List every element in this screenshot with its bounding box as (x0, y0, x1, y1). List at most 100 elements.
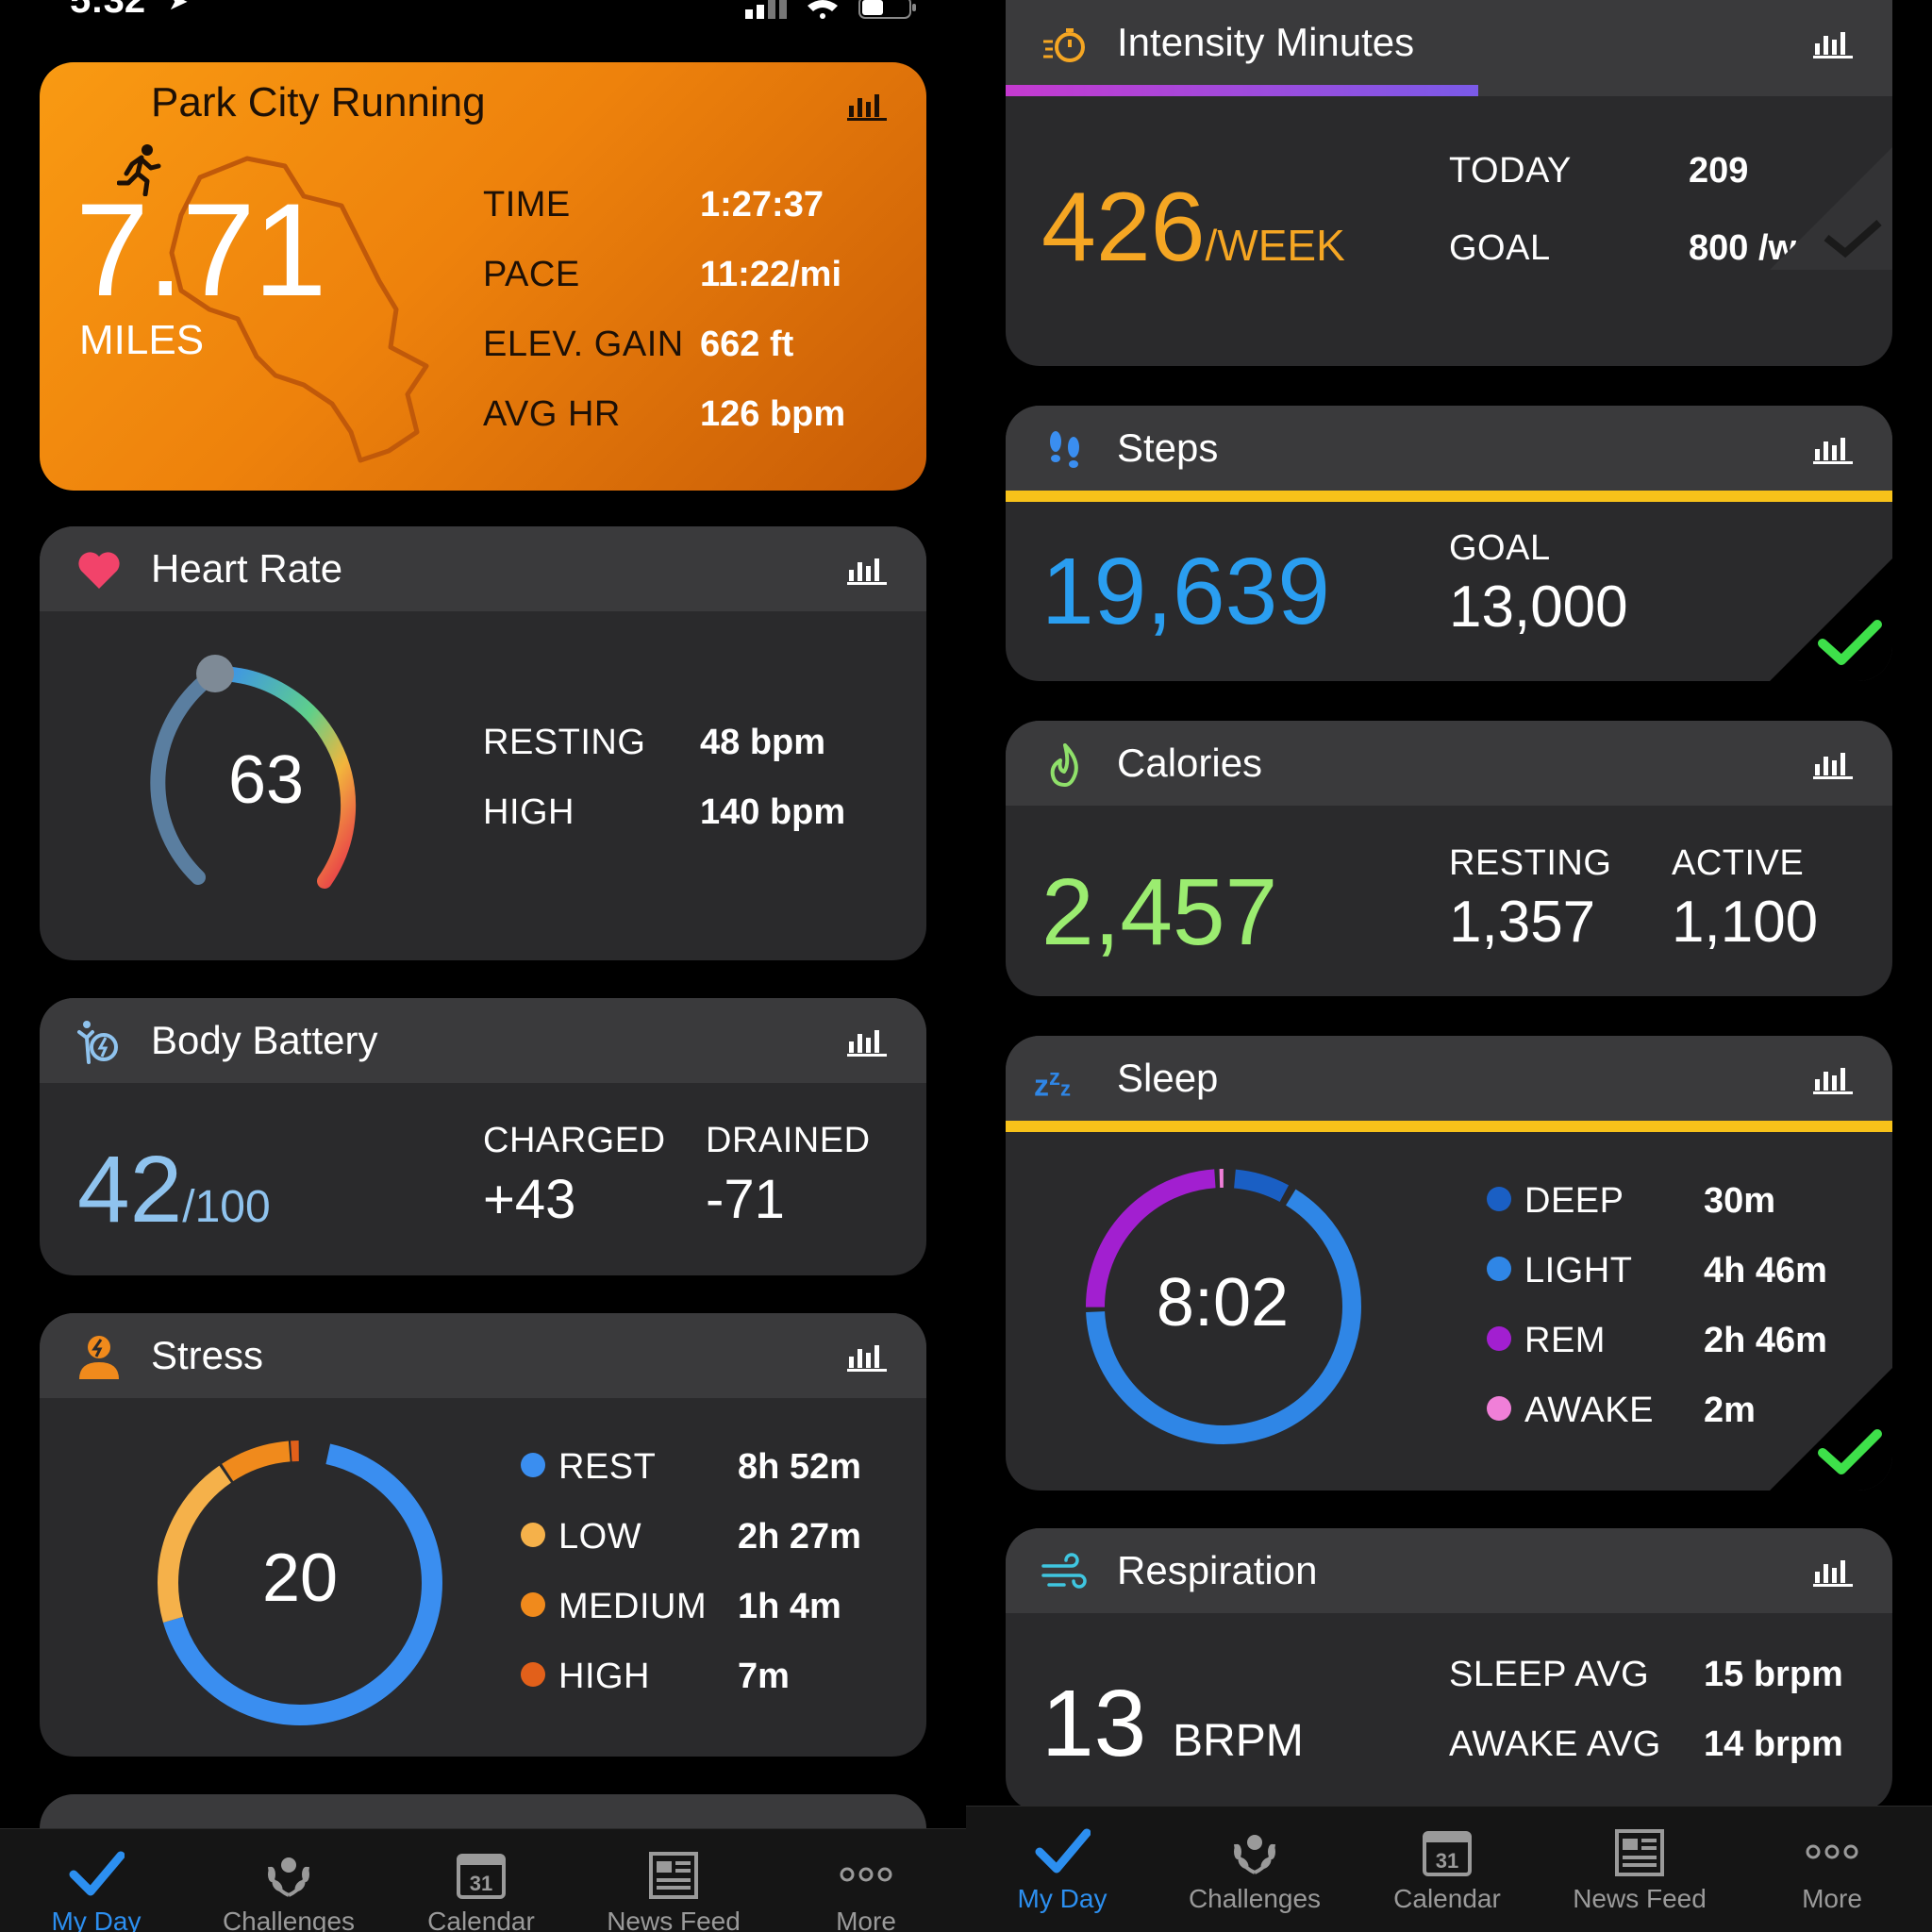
stat-value: 48 bpm (700, 723, 826, 762)
sleep-card[interactable]: zzz Sleep 8:02 DEEP 30m LIGHT 4h 46m REM… (1006, 1036, 1892, 1491)
today-value: 209 (1689, 151, 1749, 191)
legend-dot (1487, 1186, 1511, 1211)
wifi-icon (808, 0, 838, 19)
bottom-nav: My Day Challenges 31 Calendar News Feed … (0, 1828, 966, 1932)
intensity-unit: /WEEK (1205, 221, 1345, 270)
nav-challenges[interactable]: Challenges (1158, 1807, 1351, 1913)
stat-label: REM (1487, 1321, 1606, 1361)
chart-icon[interactable] (1813, 1557, 1853, 1587)
stat-label: MEDIUM (521, 1587, 707, 1627)
stat-value: 8h 52m (738, 1447, 861, 1487)
legend-label: HIGH (558, 1657, 650, 1696)
card-title: Stress (151, 1333, 264, 1377)
charged-label: CHARGED (483, 1121, 666, 1160)
nav-calendar[interactable]: 31 Calendar (385, 1829, 577, 1932)
laurel-icon (1234, 1835, 1275, 1874)
stat-value: 11:22/mi (700, 255, 841, 294)
respiration-unit: BRPM (1173, 1716, 1304, 1766)
newspaper-icon (1615, 1829, 1664, 1876)
body-battery-max: /100 (182, 1182, 271, 1232)
card-title: Intensity Minutes (1117, 20, 1415, 64)
intensity-progress-bar (1006, 85, 1892, 96)
heart-rate-card[interactable]: Heart Rate 63 RESTING 48 bpm (40, 526, 926, 960)
stat-label: TIME (483, 185, 571, 225)
legend-label: AWAKE (1524, 1391, 1654, 1430)
card-header: Steps (1006, 406, 1892, 491)
activity-card[interactable]: Park City Running 7.71 MILES TIME 1:27:3… (40, 62, 926, 491)
nav-my-day[interactable]: My Day (0, 1829, 192, 1932)
drained-value: -71 (706, 1169, 785, 1230)
nav-label: News Feed (607, 1907, 741, 1932)
activity-distance-unit: MILES (79, 317, 205, 363)
card-title: Body Battery (151, 1018, 378, 1062)
nav-calendar[interactable]: 31 Calendar (1351, 1807, 1543, 1913)
sleep-zzz-icon: zzz (1034, 1065, 1071, 1103)
stat-label: AVG HR (483, 394, 621, 434)
stat-value: 2h 27m (738, 1517, 861, 1557)
chart-icon[interactable] (847, 555, 887, 585)
stat-label: REST (521, 1447, 656, 1488)
card-header: Body Battery (40, 998, 926, 1083)
chart-icon[interactable] (1813, 28, 1853, 58)
nav-label: Calendar (1393, 1884, 1501, 1913)
legend-label: LIGHT (1524, 1251, 1633, 1291)
stat-value: 7m (738, 1657, 790, 1696)
stat-label: ELEV. GAIN (483, 325, 684, 364)
stat-value: 2m (1704, 1391, 1756, 1430)
stress-icon (79, 1336, 119, 1379)
card-header: Heart Rate (40, 526, 926, 611)
chart-icon[interactable] (1813, 434, 1853, 464)
activity-title: Park City Running (151, 79, 486, 125)
nav-more[interactable]: More (770, 1829, 962, 1932)
stat-label: HIGH (483, 792, 575, 832)
intensity-minutes-card[interactable]: Intensity Minutes 426/WEEK TODAY 209 GOA… (1006, 0, 1892, 366)
legend-dot (521, 1522, 545, 1547)
legend-dot (1487, 1256, 1511, 1281)
body-battery-card[interactable]: Body Battery 42/100 CHARGED +43 DRAINED … (40, 998, 926, 1275)
nav-news-feed[interactable]: News Feed (577, 1829, 770, 1932)
legend-label: REST (558, 1447, 657, 1487)
awake-avg-value: 14 brpm (1704, 1724, 1843, 1764)
nav-challenges[interactable]: Challenges (192, 1829, 385, 1932)
legend-label: REM (1524, 1321, 1606, 1360)
nav-label: More (1802, 1884, 1862, 1913)
nav-more[interactable]: More (1736, 1807, 1928, 1913)
legend-dot (521, 1452, 545, 1477)
awake-avg-label: AWAKE AVG (1449, 1724, 1661, 1764)
intensity-progress-fill (1006, 85, 1478, 96)
nav-label: News Feed (1573, 1884, 1707, 1913)
stat-label: LOW (521, 1517, 641, 1557)
respiration-rate: 13 (1041, 1671, 1147, 1776)
nav-my-day[interactable]: My Day (966, 1807, 1158, 1913)
resting-value: 1,357 (1449, 890, 1596, 955)
legend-dot (521, 1661, 545, 1687)
chart-icon[interactable] (1813, 749, 1853, 779)
chart-icon[interactable] (847, 1026, 887, 1057)
goal-met-check-icon (1770, 1368, 1892, 1491)
steps-card[interactable]: Steps 19,639 GOAL 13,000 (1006, 406, 1892, 681)
chart-icon[interactable] (1813, 1064, 1853, 1094)
sleep-avg-label: SLEEP AVG (1449, 1655, 1650, 1694)
legend-dot (1487, 1325, 1511, 1351)
goal-label: GOAL (1449, 528, 1551, 568)
card-title: Heart Rate (151, 546, 343, 591)
stat-value: 126 bpm (700, 394, 846, 434)
legend-dot (521, 1591, 545, 1617)
stat-value: 662 ft (700, 325, 794, 364)
respiration-card[interactable]: Respiration 13 BRPM SLEEP AVG 15 brpm AW… (1006, 1528, 1892, 1811)
right-screen: Intensity Minutes 426/WEEK TODAY 209 GOA… (966, 0, 1932, 1932)
chart-icon[interactable] (847, 1341, 887, 1372)
card-header: zzz Sleep (1006, 1036, 1892, 1121)
stress-card[interactable]: Stress 20 REST 8h 52m LOW 2h 27m MEDIUM … (40, 1313, 926, 1757)
flame-icon (1050, 743, 1078, 787)
resting-label: RESTING (1449, 843, 1612, 883)
steps-progress-bar (1006, 491, 1892, 502)
intensity-total: 426 (1041, 173, 1206, 282)
legend-label: LOW (558, 1517, 642, 1557)
sleep-duration: 8:02 (1156, 1265, 1290, 1341)
legend-label: MEDIUM (558, 1587, 708, 1626)
chart-icon[interactable] (847, 91, 887, 121)
bottom-nav: My Day Challenges 31 Calendar News Feed … (966, 1806, 1932, 1932)
calories-card[interactable]: Calories 2,457 RESTING 1,357 ACTIVE 1,10… (1006, 721, 1892, 996)
nav-news-feed[interactable]: News Feed (1543, 1807, 1736, 1913)
